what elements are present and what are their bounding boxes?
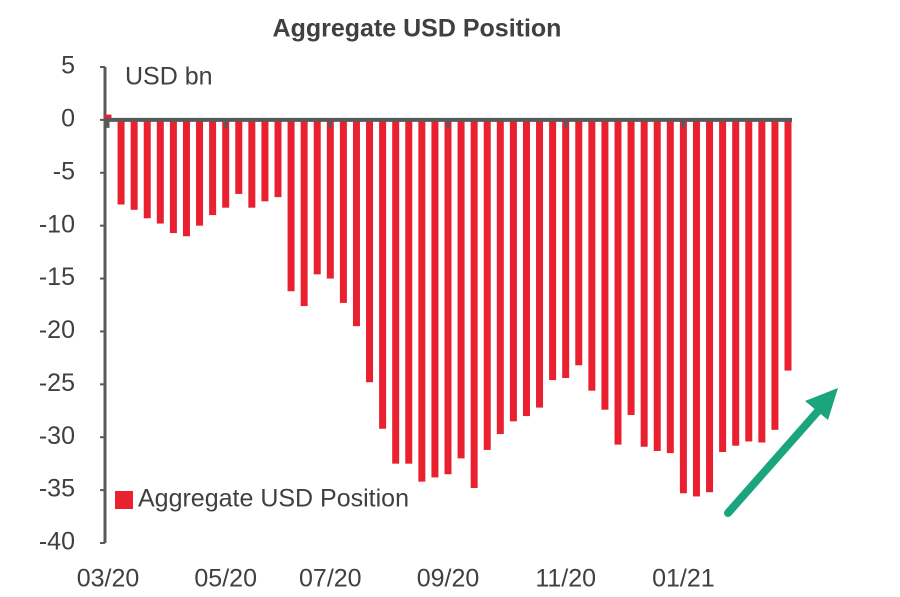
x-tick-label: 01/21 [652, 565, 715, 593]
bar [104, 114, 112, 120]
y-tick-label: -20 [39, 316, 75, 344]
y-axis-label: USD bn [125, 63, 213, 91]
bar [182, 119, 190, 237]
bar [653, 119, 661, 451]
bar [143, 119, 151, 219]
chart-title: Aggregate USD Position [273, 15, 562, 43]
bar [352, 119, 360, 327]
bar [575, 119, 583, 366]
bar [130, 119, 138, 210]
bar [562, 119, 570, 378]
bar [771, 119, 779, 430]
bar [457, 119, 465, 459]
bar [679, 119, 687, 494]
bar [235, 119, 243, 194]
bar [326, 119, 334, 279]
bar [300, 119, 308, 307]
legend-label: Aggregate USD Position [138, 485, 409, 513]
bar [209, 119, 217, 216]
y-tick-label: -15 [39, 263, 75, 291]
bar [614, 119, 622, 445]
bar [692, 119, 700, 497]
bar [431, 119, 439, 478]
bar [196, 119, 204, 226]
bar [483, 119, 491, 450]
x-tick-label: 11/20 [535, 565, 596, 593]
x-tick-label: 03/20 [77, 565, 140, 593]
bar [470, 119, 478, 488]
x-tick-label: 05/20 [194, 565, 257, 593]
y-tick-label: 5 [61, 52, 75, 80]
bar [261, 119, 269, 202]
bar [536, 119, 544, 408]
bar [444, 119, 452, 475]
y-tick-label: -30 [39, 422, 75, 450]
bar [601, 119, 609, 410]
bar [156, 119, 164, 224]
bar [706, 119, 714, 493]
bar [274, 119, 282, 198]
x-tick-label: 09/20 [417, 565, 480, 593]
bar [248, 119, 256, 208]
bar [522, 119, 530, 417]
bar [222, 119, 230, 208]
bar [366, 119, 374, 383]
bar [287, 119, 295, 292]
bar [719, 119, 727, 453]
bar [666, 119, 674, 454]
bar [496, 119, 504, 435]
bar [588, 119, 596, 391]
bar [313, 119, 321, 275]
y-tick-label: -35 [39, 475, 75, 503]
x-tick-label: 07/20 [299, 565, 362, 593]
bar [405, 119, 413, 464]
bar [169, 119, 177, 234]
bar [758, 119, 766, 443]
y-tick-label: 0 [61, 104, 75, 132]
y-tick-label: -5 [53, 157, 75, 185]
bar [418, 119, 426, 482]
bar [509, 119, 517, 422]
bar [784, 119, 792, 371]
arrow [724, 388, 838, 517]
y-tick-label: -40 [39, 528, 75, 556]
bar [549, 119, 557, 381]
bar [640, 119, 648, 447]
y-tick-label: -10 [39, 210, 75, 238]
bar [732, 119, 740, 446]
bar [339, 119, 347, 303]
bar [627, 119, 635, 416]
bar [117, 119, 125, 205]
bar [392, 119, 400, 464]
bar [745, 119, 753, 442]
legend-swatch [115, 491, 133, 509]
y-tick-label: -25 [39, 369, 75, 397]
bar [379, 119, 387, 429]
